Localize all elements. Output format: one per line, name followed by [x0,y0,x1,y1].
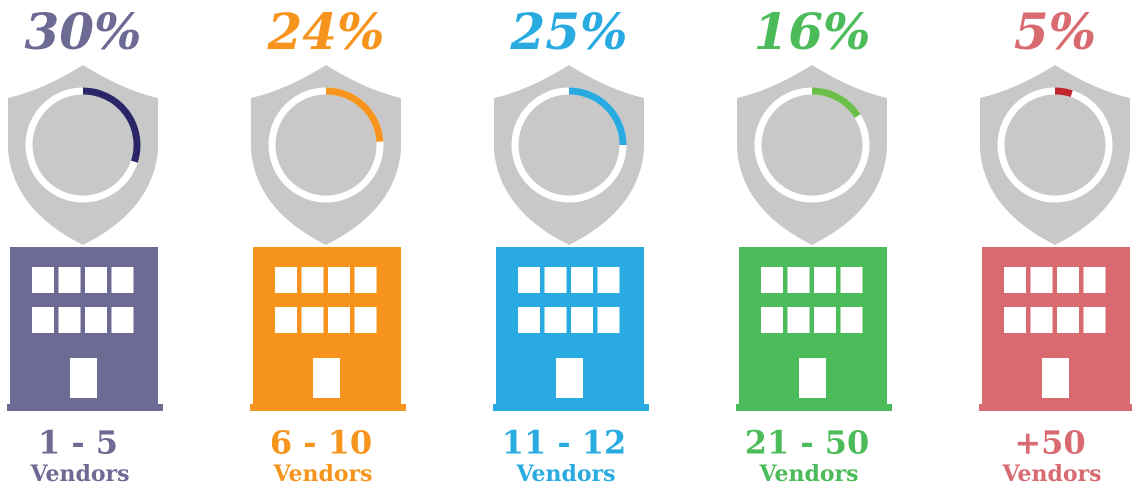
gauge-arc [811,87,861,119]
category-sublabel: Vendors [1001,461,1101,487]
window [354,267,377,293]
window [840,307,863,333]
window [761,267,783,293]
window [597,307,620,333]
window [275,307,297,333]
window [354,307,377,333]
window [814,307,836,333]
window [571,267,593,293]
window [787,267,810,293]
door [799,358,826,398]
gauge-arc [1054,87,1073,98]
window [58,267,81,293]
window [1057,307,1079,333]
building-base [493,404,649,411]
window [518,267,540,293]
window [1030,307,1053,333]
gauge-arc [82,87,141,163]
percent-label: 30% [24,2,141,61]
window [32,307,54,333]
percent-label: 5% [1014,2,1096,61]
door [556,358,583,398]
window [1004,307,1026,333]
door [1042,358,1069,398]
percent-label: 24% [266,2,384,61]
window [85,267,107,293]
window [761,307,783,333]
window [328,267,350,293]
window [544,267,567,293]
gauge-arc [568,87,627,146]
window [32,267,54,293]
building-base [7,404,163,411]
window [1030,267,1053,293]
percent-label: 16% [753,2,870,61]
category-sublabel: Vendors [758,461,858,487]
window [111,307,134,333]
door [313,358,340,398]
window [814,267,836,293]
window [1004,267,1026,293]
category-label: 6 - 10 [270,424,372,462]
category-sublabel: Vendors [515,461,615,487]
window [328,307,350,333]
window [301,307,324,333]
category-label: 21 - 50 [745,424,870,462]
building-base [979,404,1132,411]
category-label: +50 [1014,424,1085,462]
window [1083,307,1106,333]
window [301,267,324,293]
window [111,267,134,293]
category-sublabel: Vendors [272,461,372,487]
category-sublabel: Vendors [29,461,129,487]
window [58,307,81,333]
window [597,267,620,293]
window [275,267,297,293]
window [518,307,540,333]
window [840,267,863,293]
building-base [250,404,406,411]
category-label: 11 - 12 [502,424,627,462]
category-label: 1 - 5 [38,424,118,462]
window [787,307,810,333]
percent-label: 25% [509,2,627,61]
window [85,307,107,333]
building-base [736,404,892,411]
window [1057,267,1079,293]
gauge-arc [325,87,384,142]
window [544,307,567,333]
window [571,307,593,333]
door [70,358,97,398]
window [1083,267,1106,293]
